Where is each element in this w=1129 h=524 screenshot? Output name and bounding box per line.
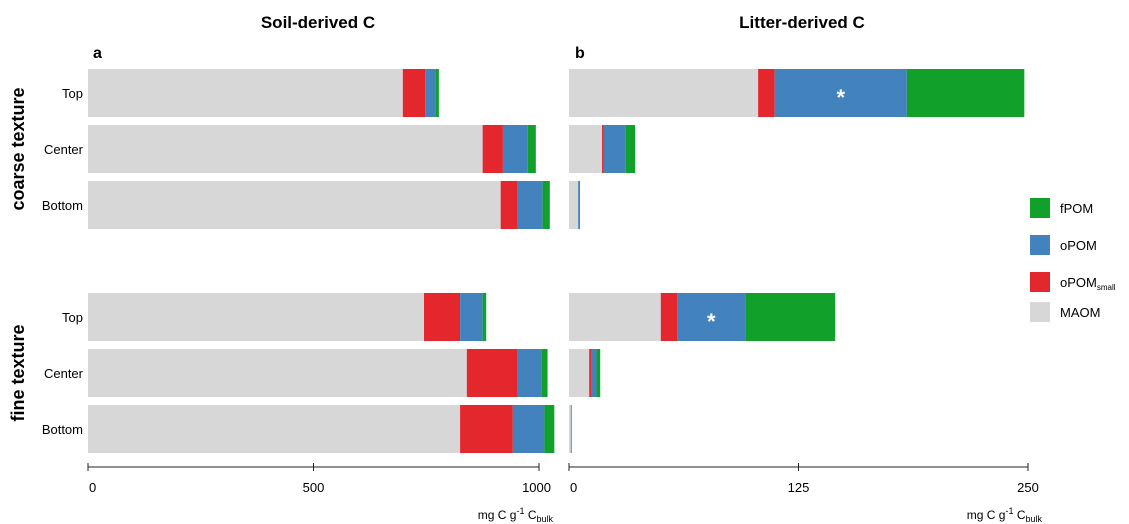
bar-segment-MAOM-center — [88, 349, 467, 397]
bar-segment-fPOM-top — [745, 293, 835, 341]
bar-segment-MAOM-bottom — [569, 405, 571, 453]
bar-segment-oPOM-bottom — [518, 181, 543, 229]
bars-layer: ** — [88, 69, 1024, 453]
group-label-fine: fine texture — [8, 324, 28, 421]
bar-segment-MAOM-center — [569, 125, 602, 173]
bar-segment-oPOM-center — [604, 125, 626, 173]
category-label-bottom: Bottom — [42, 422, 83, 437]
legend-label-oPOM_small: oPOMsmall — [1060, 275, 1116, 292]
x-axis-label: mg C g-1 Cbulk — [478, 506, 554, 524]
x-tick-label: 1000 — [522, 480, 551, 495]
bar-segment-MAOM-top — [88, 69, 403, 117]
group-label-coarse: coarse texture — [8, 87, 28, 210]
panel-b-letter: b — [575, 45, 585, 62]
bar-segment-oPOM_small-top — [661, 293, 678, 341]
bar-segment-oPOM-top — [425, 69, 435, 117]
bar-segment-oPOM_small-center — [589, 349, 591, 397]
legend-swatch-MAOM — [1030, 302, 1050, 322]
bar-segment-oPOM_small-center — [602, 125, 604, 173]
panel-a-letter: a — [93, 45, 102, 62]
bar-segment-fPOM-top — [907, 69, 1025, 117]
category-label-center: Center — [44, 142, 84, 157]
bar-segment-MAOM-center — [569, 349, 589, 397]
legend-label-fPOM: fPOM — [1060, 201, 1093, 216]
x-tick-label: 250 — [1017, 480, 1039, 495]
legend-swatch-fPOM — [1030, 198, 1050, 218]
category-label-bottom: Bottom — [42, 198, 83, 213]
legend-swatch-oPOM — [1030, 235, 1050, 255]
legend: fPOM oPOM oPOMsmall MAOM — [1030, 198, 1116, 322]
bar-segment-oPOM_small-center — [467, 349, 518, 397]
bar-segment-MAOM-center — [88, 125, 483, 173]
bar-segment-oPOM-top — [460, 293, 483, 341]
bar-segment-fPOM-bottom — [544, 405, 554, 453]
x-tick-label: 125 — [788, 480, 810, 495]
category-label-top: Top — [62, 86, 83, 101]
bar-segment-MAOM-bottom — [569, 181, 578, 229]
legend-label-MAOM: MAOM — [1060, 305, 1100, 320]
panel-b-title: Litter-derived C — [739, 13, 865, 32]
bar-segment-MAOM-top — [88, 293, 424, 341]
bar-segment-oPOM_small-top — [424, 293, 460, 341]
panel-a-title: Soil-derived C — [261, 13, 375, 32]
bar-segment-oPOM_small-bottom — [501, 181, 518, 229]
bar-segment-oPOM_small-bottom — [460, 405, 513, 453]
bar-segment-oPOM-bottom — [571, 405, 572, 453]
bar-segment-oPOM_small-center — [483, 125, 503, 173]
bar-segment-MAOM-bottom — [88, 181, 501, 229]
bar-segment-oPOM-bottom — [513, 405, 545, 453]
bar-segment-fPOM-center — [626, 125, 635, 173]
bar-segment-MAOM-top — [569, 293, 661, 341]
category-label-top: Top — [62, 310, 83, 325]
x-tick-label: 0 — [570, 480, 577, 495]
category-label-center: Center — [44, 366, 84, 381]
bar-segment-oPOM-center — [518, 349, 541, 397]
x-axis-label: mg C g-1 Cbulk — [967, 506, 1043, 524]
bar-segment-fPOM-top — [483, 293, 487, 341]
x-tick-label: 500 — [303, 480, 325, 495]
bar-segment-fPOM-center — [597, 349, 601, 397]
bar-segment-fPOM-top — [435, 69, 439, 117]
bar-segment-oPOM-center — [591, 349, 597, 397]
bar-segment-fPOM-center — [541, 349, 547, 397]
bar-segment-oPOM_small-top — [403, 69, 426, 117]
bar-segment-MAOM-top — [569, 69, 758, 117]
bar-segment-fPOM-center — [528, 125, 536, 173]
bar-segment-oPOM_small-top — [758, 69, 775, 117]
bar-segment-fPOM-bottom — [543, 181, 550, 229]
legend-label-oPOM: oPOM — [1060, 238, 1097, 253]
bar-segment-oPOM-center — [503, 125, 528, 173]
bar-segment-MAOM-bottom — [88, 405, 460, 453]
significance-star: * — [707, 309, 716, 334]
bar-segment-oPOM-bottom — [578, 181, 580, 229]
x-tick-label: 0 — [89, 480, 96, 495]
significance-star: * — [836, 85, 845, 110]
legend-swatch-oPOM_small — [1030, 272, 1050, 292]
